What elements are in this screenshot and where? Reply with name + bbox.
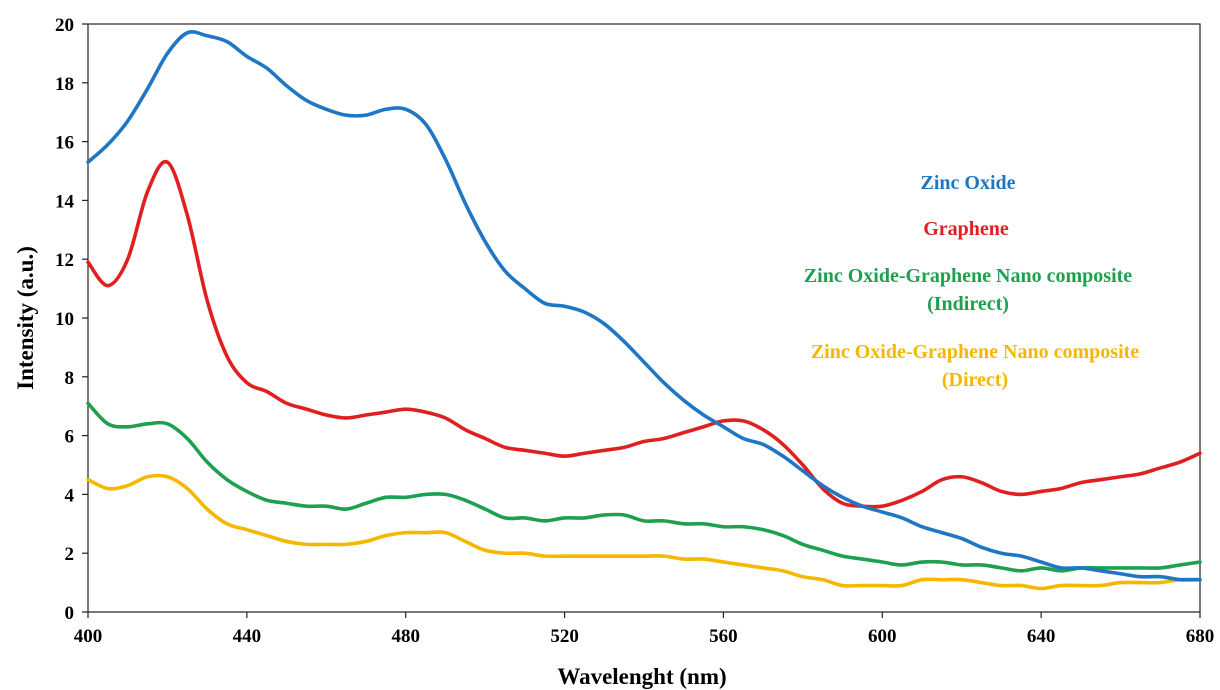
series-line-graphene <box>86 159 1202 509</box>
y-tick-label: 8 <box>65 368 75 389</box>
y-tick-label: 10 <box>55 309 74 330</box>
x-tick-label: 440 <box>233 626 262 647</box>
y-tick-label: 6 <box>65 427 75 448</box>
legend-entry-composite-direct: Zinc Oxide-Graphene Nano composite (Direc… <box>811 341 1139 391</box>
x-axis-title: Wavelenght (nm) <box>557 664 726 689</box>
plot-area-border <box>87 23 1201 613</box>
x-tick-label: 480 <box>391 626 420 647</box>
x-tick-label: 680 <box>1186 626 1215 647</box>
legend-entry-line: Graphene <box>923 218 1009 240</box>
series-line-composite-direct <box>86 473 1202 591</box>
legend-entry-composite-indirect: Zinc Oxide-Graphene Nano composite (Indir… <box>804 265 1132 315</box>
x-tick-label: 560 <box>709 626 738 647</box>
x-tick-label: 400 <box>74 626 103 647</box>
legend-entry-line: (Indirect) <box>927 293 1009 315</box>
legend-entry-line: (Direct) <box>942 369 1008 391</box>
legend-entry-line: Zinc Oxide-Graphene Nano composite <box>804 265 1132 287</box>
legend-entry-graphene: Graphene <box>923 218 1009 240</box>
legend-entry-zinc-oxide: Zinc Oxide <box>920 172 1015 194</box>
y-tick-label: 4 <box>65 485 75 506</box>
x-tick-label: 640 <box>1027 626 1056 647</box>
y-axis-title: Intensity (a.u.) <box>13 246 38 390</box>
y-tick-label: 0 <box>65 603 75 624</box>
series-line-zinc-oxide <box>86 30 1202 582</box>
y-tick-label: 18 <box>55 74 74 95</box>
y-tick-label: 14 <box>55 191 75 212</box>
y-tick-label: 12 <box>55 250 74 271</box>
legend-entry-line: Zinc Oxide <box>920 172 1015 194</box>
y-tick-label: 2 <box>65 544 75 565</box>
x-tick-label: 520 <box>550 626 579 647</box>
x-tick-label: 600 <box>868 626 897 647</box>
y-tick-label: 20 <box>55 15 74 36</box>
y-tick-label: 16 <box>55 133 74 154</box>
legend-entry-line: Zinc Oxide-Graphene Nano composite <box>811 341 1139 363</box>
series-line-composite-indirect <box>86 401 1202 573</box>
